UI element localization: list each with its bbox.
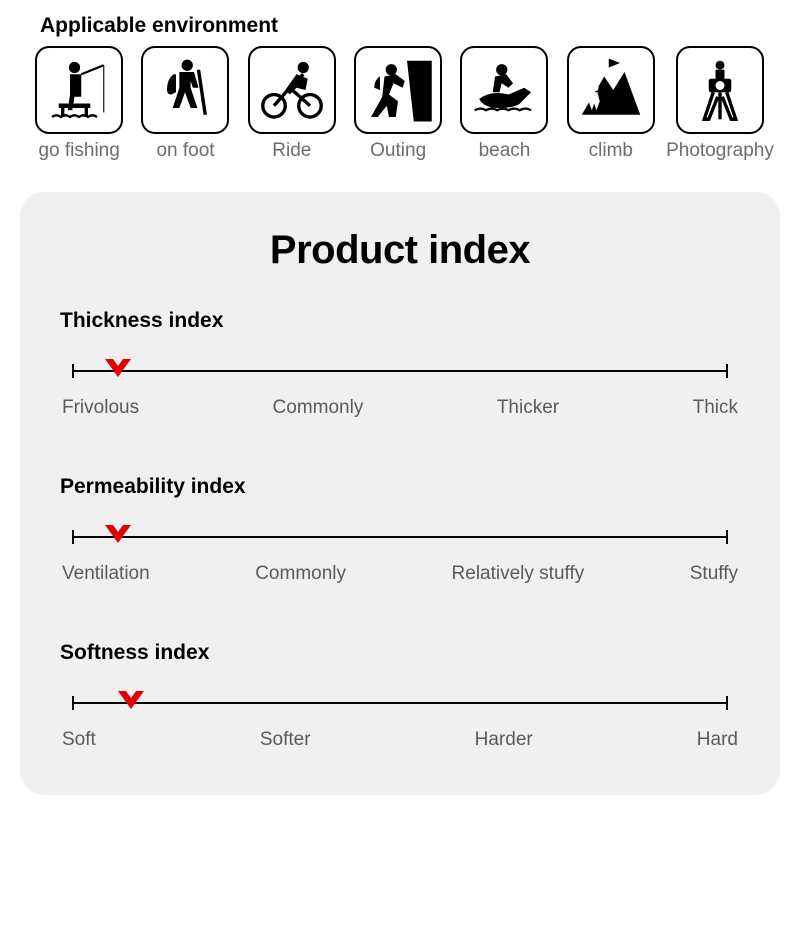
environment-icons-row: go fishing on foot Ride Outing beach cli… bbox=[0, 46, 800, 166]
slider-tick bbox=[72, 696, 74, 710]
slider-label: Ventilation bbox=[62, 563, 150, 585]
slider-label: Commonly bbox=[255, 563, 346, 585]
slider-label: Harder bbox=[475, 729, 533, 751]
jetski-icon bbox=[460, 46, 548, 134]
slider-label: Thick bbox=[693, 397, 738, 419]
slider-track bbox=[72, 536, 728, 538]
env-label: beach bbox=[479, 140, 531, 162]
slider-tick bbox=[72, 530, 74, 544]
index-softness: Softness index Soft Softer Harder Hard bbox=[60, 641, 740, 751]
slider-label: Frivolous bbox=[62, 397, 139, 419]
climbing-icon bbox=[354, 46, 442, 134]
env-onfoot: on foot bbox=[138, 46, 232, 162]
env-ride: Ride bbox=[245, 46, 339, 162]
index-name: Thickness index bbox=[60, 309, 740, 333]
slider-labels: Frivolous Commonly Thicker Thick bbox=[60, 397, 740, 419]
slider-label: Soft bbox=[62, 729, 96, 751]
slider-tick bbox=[726, 530, 728, 544]
camera-icon bbox=[676, 46, 764, 134]
slider bbox=[72, 527, 728, 547]
panel-title: Product index bbox=[60, 228, 740, 273]
env-beach: beach bbox=[457, 46, 551, 162]
slider-label: Softer bbox=[260, 729, 311, 751]
env-label: Ride bbox=[272, 140, 311, 162]
slider-tick bbox=[72, 364, 74, 378]
slider-tick bbox=[726, 696, 728, 710]
hiking-icon bbox=[141, 46, 229, 134]
index-name: Permeability index bbox=[60, 475, 740, 499]
index-thickness: Thickness index Frivolous Commonly Thick… bbox=[60, 309, 740, 419]
slider bbox=[72, 693, 728, 713]
env-outing: Outing bbox=[351, 46, 445, 162]
slider-label: Commonly bbox=[273, 397, 364, 419]
slider-label: Stuffy bbox=[690, 563, 738, 585]
slider-tick bbox=[726, 364, 728, 378]
slider bbox=[72, 361, 728, 381]
index-permeability: Permeability index Ventilation Commonly … bbox=[60, 475, 740, 585]
env-photography: Photography bbox=[670, 46, 770, 162]
slider-labels: Ventilation Commonly Relatively stuffy S… bbox=[60, 563, 740, 585]
env-climb: climb bbox=[564, 46, 658, 162]
mountain-icon bbox=[567, 46, 655, 134]
slider-label: Hard bbox=[697, 729, 738, 751]
env-label: climb bbox=[589, 140, 633, 162]
slider-track bbox=[72, 702, 728, 704]
product-index-panel: Product index Thickness index Frivolous … bbox=[20, 192, 780, 795]
index-name: Softness index bbox=[60, 641, 740, 665]
fishing-icon bbox=[35, 46, 123, 134]
slider-label: Thicker bbox=[497, 397, 559, 419]
env-label: Outing bbox=[370, 140, 426, 162]
cycling-icon bbox=[248, 46, 336, 134]
slider-label: Relatively stuffy bbox=[452, 563, 585, 585]
env-label: go fishing bbox=[38, 140, 119, 162]
env-label: Photography bbox=[666, 140, 774, 162]
env-label: on foot bbox=[156, 140, 214, 162]
env-fishing: go fishing bbox=[32, 46, 126, 162]
slider-track bbox=[72, 370, 728, 372]
slider-labels: Soft Softer Harder Hard bbox=[60, 729, 740, 751]
section-title: Applicable environment bbox=[40, 14, 770, 38]
